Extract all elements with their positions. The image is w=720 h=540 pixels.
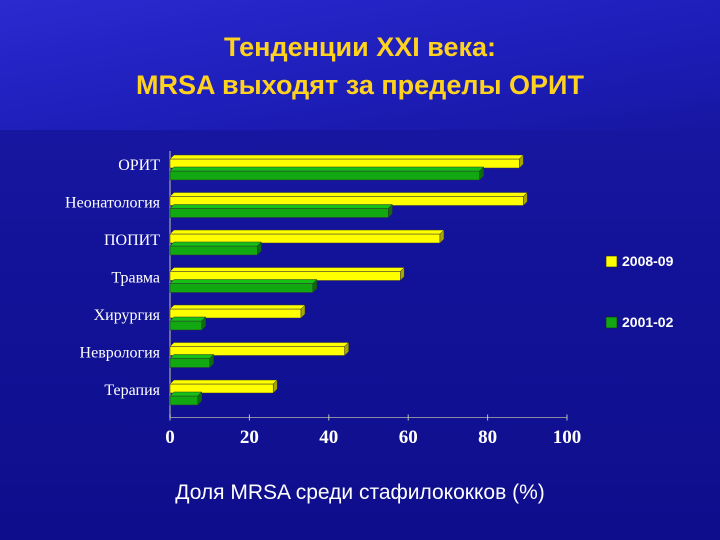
bar-top-face [169, 204, 393, 209]
bar-end-face [344, 341, 349, 357]
category-label: Неонатология [65, 195, 161, 212]
title-line-2: MRSA выходят за пределы ОРИТ [136, 70, 584, 100]
bar-2008-09 [169, 196, 524, 206]
bar-2001-02 [169, 170, 480, 181]
bar-top-face [169, 154, 524, 160]
x-tick-label: 100 [553, 427, 582, 448]
bar-end-face [272, 379, 278, 394]
bar-end-face [300, 304, 306, 319]
title-line-1: Тенденции XXI века: [223, 32, 497, 62]
bar-end-face [201, 316, 207, 331]
bar-2008-09 [169, 271, 401, 281]
category-label: Травма [111, 270, 160, 287]
x-tick-label: 60 [399, 427, 418, 448]
bar-top-face [169, 304, 306, 310]
category-label: Терапия [104, 382, 160, 399]
bar-2008-09 [169, 158, 520, 169]
bar-top-face [169, 267, 405, 272]
bar-2008-09 [169, 233, 441, 244]
bar-end-face [439, 229, 445, 244]
bar-2008-09 [169, 346, 345, 356]
category-label: Хирургия [94, 307, 161, 324]
bar-2001-02 [169, 358, 210, 368]
bar-top-face [169, 316, 207, 322]
bar-end-face [523, 191, 528, 207]
legend-swatch [605, 255, 618, 268]
x-tick-label: 20 [240, 427, 259, 448]
bar-end-face [197, 391, 203, 406]
bar-2001-02 [169, 283, 314, 293]
bar-end-face [519, 154, 524, 169]
bar-end-face [388, 203, 393, 219]
bar-end-face [312, 278, 318, 294]
bar-top-face [169, 229, 445, 235]
legend-swatch [605, 316, 618, 329]
category-label: Неврология [80, 345, 161, 362]
bar-end-face [479, 166, 484, 181]
x-axis-label: Доля MRSA среди стафилококков (%) [175, 481, 545, 504]
x-tick-label: 80 [478, 427, 497, 448]
bar-top-face [169, 379, 278, 385]
bar-top-face [169, 192, 528, 197]
mrsa-bar-chart: ОРИТ Неонатология ПОПИТ Травма Хирургия Невро… [65, 151, 674, 448]
bar-2001-02 [169, 245, 258, 256]
bar-top-face [169, 391, 203, 397]
bar-end-face [209, 353, 214, 369]
category-label: ПОПИТ [104, 232, 160, 249]
bar-2008-09 [169, 308, 302, 319]
bar-top-face [169, 241, 262, 247]
bar-top-face [169, 342, 350, 347]
legend-label: 2001-02 [622, 314, 674, 330]
x-tick-label: 0 [165, 427, 175, 448]
bar-top-face [169, 279, 318, 284]
bar-2008-09 [169, 383, 274, 394]
bar-end-face [257, 241, 262, 256]
bar-2001-02 [169, 395, 199, 406]
x-tick-label: 40 [319, 427, 338, 448]
slide-title: Тенденции XXI века: MRSA выходят за пред… [0, 28, 720, 104]
title-band [0, 0, 720, 130]
bar-top-face [169, 166, 485, 172]
bar-2001-02 [169, 208, 389, 218]
category-label: ОРИТ [118, 157, 160, 174]
legend-label: 2008-09 [622, 253, 674, 269]
bar-end-face [400, 266, 405, 282]
bar-2001-02 [169, 320, 203, 331]
bar-top-face [169, 354, 215, 359]
